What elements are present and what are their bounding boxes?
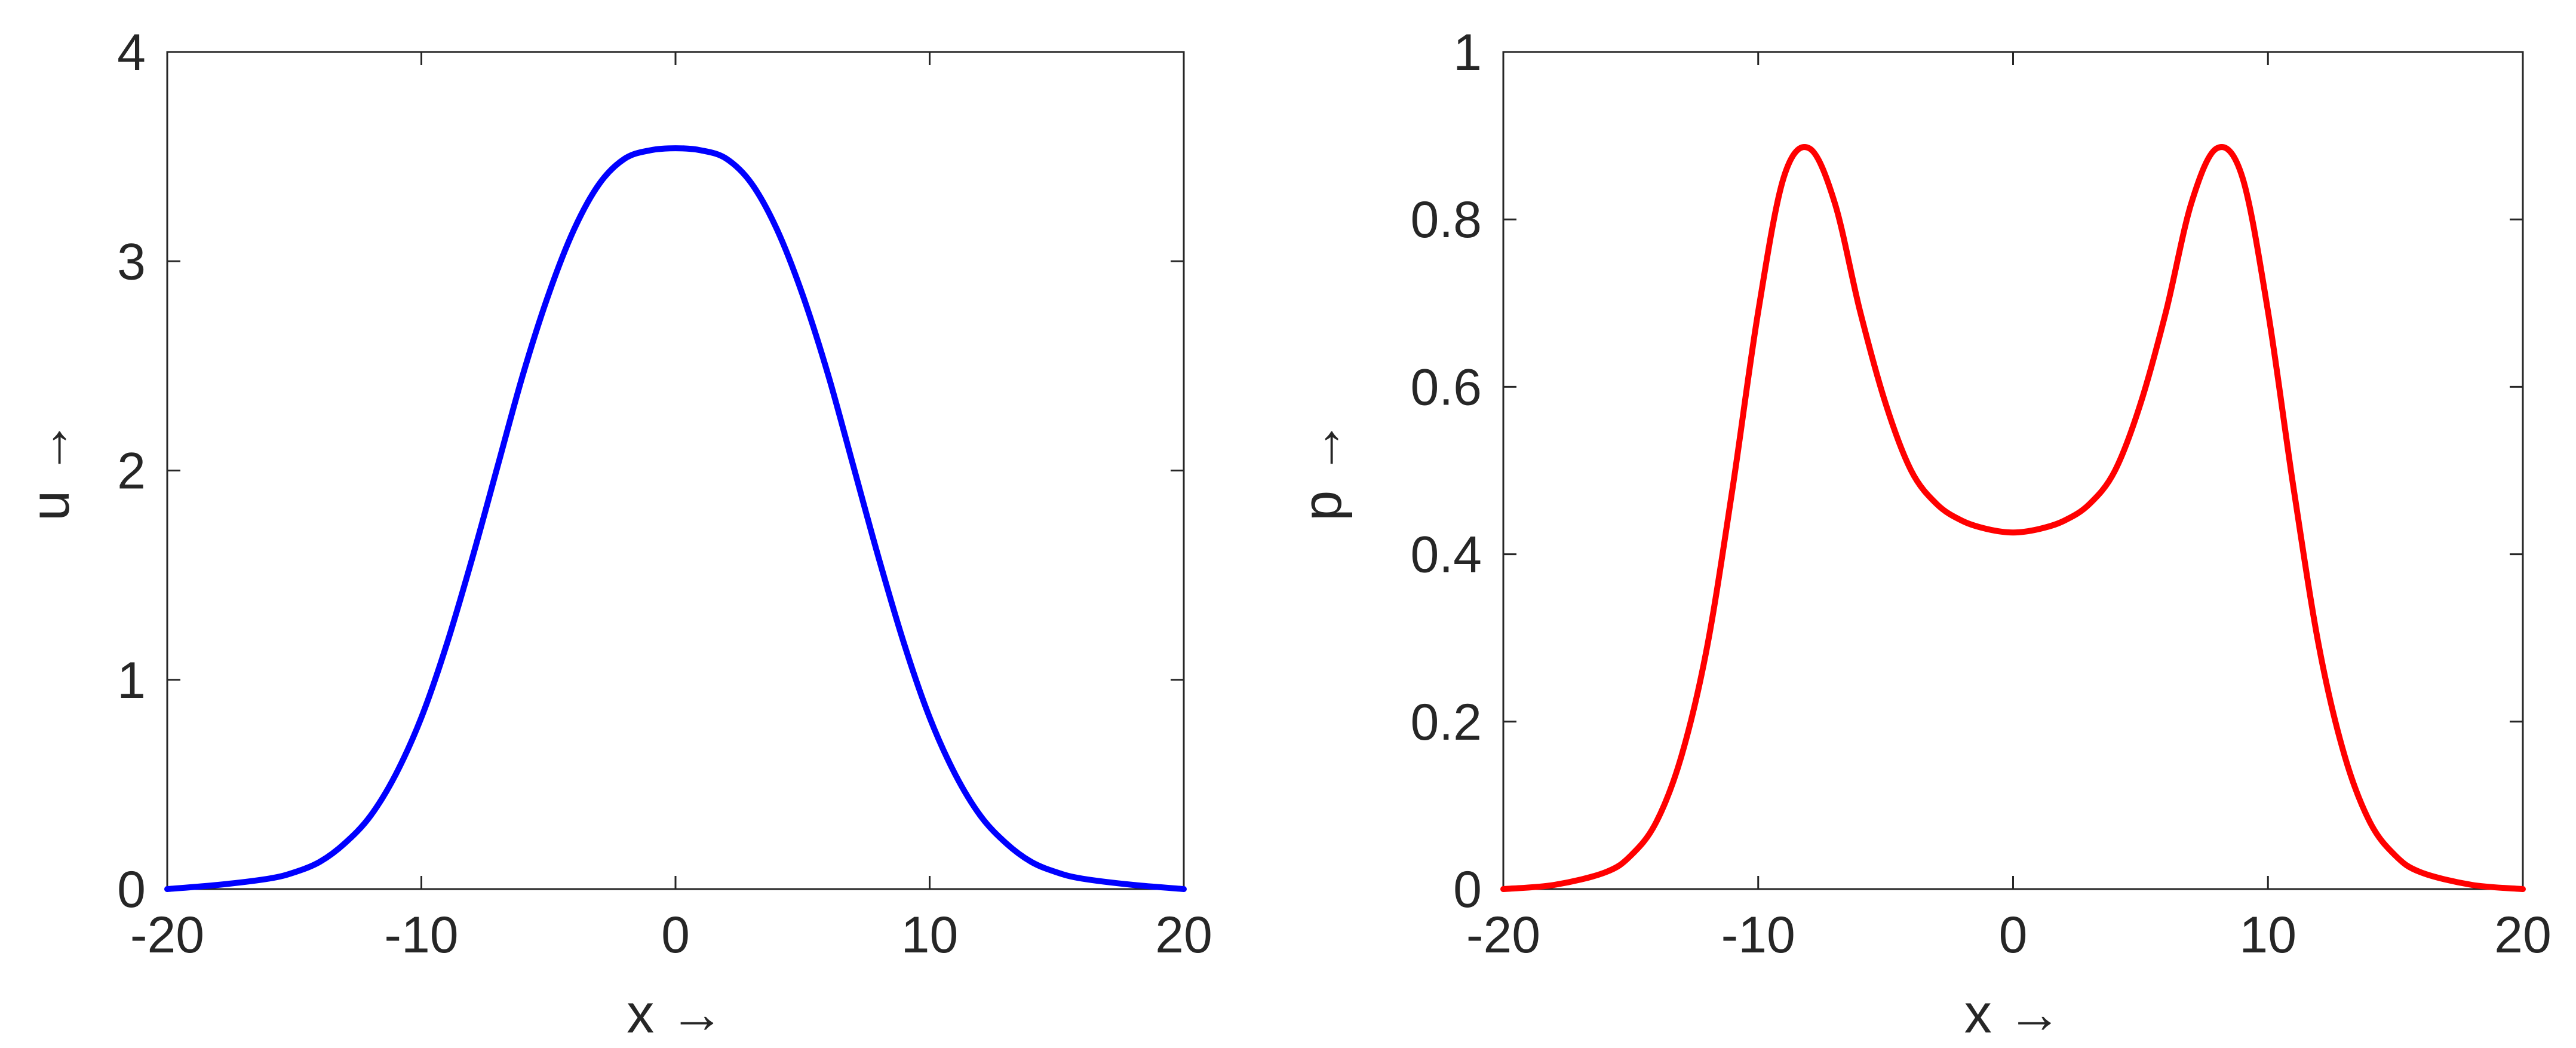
y-tick-label: 1 <box>1453 24 1482 81</box>
series-line-1 <box>164 145 1187 892</box>
y-tick-label: 0.8 <box>1410 191 1482 249</box>
y-tick-label: 0.2 <box>1410 694 1482 751</box>
x-tick-label: 0 <box>1999 906 2028 964</box>
x-tick-label: 20 <box>1155 906 1212 964</box>
x-tick-label: 10 <box>901 906 959 964</box>
x-tick-label: -10 <box>384 906 458 964</box>
x-tick-label: 0 <box>661 906 690 964</box>
y-tick-label: 2 <box>117 443 146 500</box>
x-tick-label: -20 <box>130 906 204 964</box>
x-tick-label: -20 <box>1466 906 1540 964</box>
y-tick-label: 0 <box>1453 861 1482 918</box>
plot-frame <box>1502 51 2524 890</box>
x-tick-label: -10 <box>1721 906 1795 964</box>
y-axis-label: u → <box>20 420 81 521</box>
chart-panel-2: -20 -10 0 10 20 0 0.2 0.4 0.6 0.8 1 x → p → <box>1292 24 2552 1044</box>
y-tick-label: 1 <box>117 652 146 709</box>
x-tick-label: 10 <box>2239 906 2296 964</box>
plot-frame <box>166 51 1185 890</box>
x-tick-label: 20 <box>2494 906 2552 964</box>
x-axis-label: x → <box>1964 983 2062 1044</box>
series-line-1 <box>1500 144 2526 892</box>
x-axis-label: x → <box>627 983 724 1044</box>
chart-panel-1: -20 -10 0 10 20 0 1 2 3 4 x → u → <box>20 24 1212 1044</box>
y-tick-label: 0.4 <box>1410 526 1482 584</box>
y-tick-label: 0.6 <box>1410 358 1482 416</box>
y-tick-label: 0 <box>117 861 146 918</box>
y-tick-label: 3 <box>117 233 146 290</box>
y-axis-label: p → <box>1292 420 1353 521</box>
y-tick-label: 4 <box>117 24 146 81</box>
